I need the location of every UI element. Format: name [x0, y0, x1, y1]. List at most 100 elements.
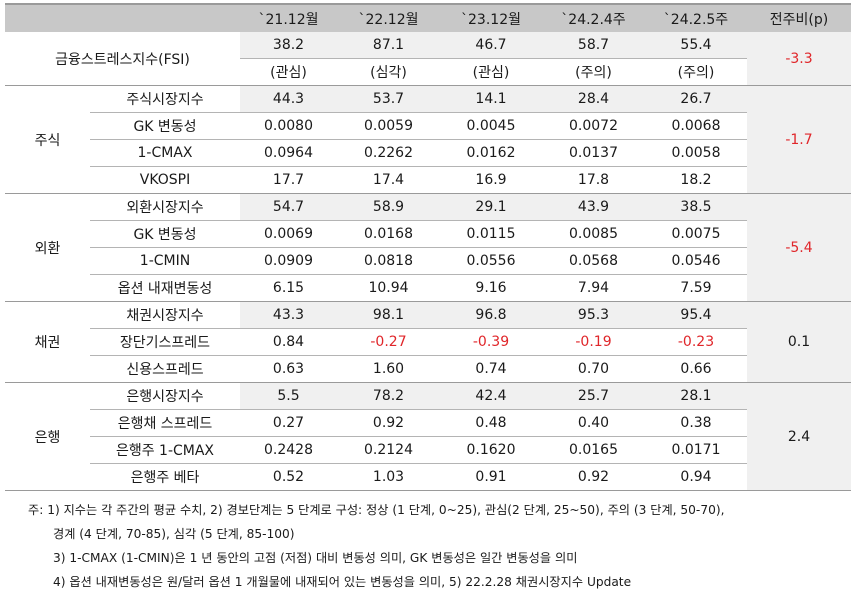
cell: 0.2124	[337, 436, 440, 464]
table-row: 1-CMIN 0.0909 0.0818 0.0556 0.0568 0.054…	[5, 247, 851, 275]
category-stock: 주식	[5, 85, 90, 194]
cell: 17.8	[542, 166, 645, 194]
cell: 0.0045	[440, 112, 542, 140]
cell: 42.4	[440, 382, 542, 410]
cell: 0.84	[240, 328, 337, 356]
row-label: GK 변동성	[90, 112, 240, 140]
cell: 0.0909	[240, 247, 337, 275]
cell: 43.9	[542, 193, 645, 221]
change-bank: 2.4	[747, 382, 851, 491]
cell: 0.0080	[240, 112, 337, 140]
cell: 0.0171	[645, 436, 747, 464]
table-row: 은행주 1-CMAX 0.2428 0.2124 0.1620 0.0165 0…	[5, 436, 851, 464]
col-header-change: 전주비(p)	[747, 3, 851, 32]
table-row: 장단기스프레드 0.84 -0.27 -0.39 -0.19 -0.23	[5, 328, 851, 356]
cell: 95.4	[645, 301, 747, 329]
row-label: 은행채 스프레드	[90, 409, 240, 437]
cell: 0.0068	[645, 112, 747, 140]
cell: 1.60	[337, 355, 440, 383]
table-row: GK 변동성 0.0080 0.0059 0.0045 0.0072 0.006…	[5, 112, 851, 140]
cell-negative: -0.23	[645, 328, 747, 356]
row-label: 주식시장지수	[126, 92, 204, 108]
change-bond: 0.1	[747, 301, 851, 383]
cell: 18.2	[645, 166, 747, 194]
row-label: 1-CMAX	[90, 139, 240, 167]
cell: 0.48	[440, 409, 542, 437]
cell: 0.92	[542, 463, 645, 491]
col-header: `21.12월	[240, 3, 337, 32]
row-label: 1-CMIN	[90, 247, 240, 275]
fsi-level: (주의)	[542, 58, 645, 86]
table-row: 채권 채권시장지수 43.3 98.1 96.8 95.3 95.4 0.1	[5, 301, 851, 383]
fsi-level: (관심)	[440, 58, 542, 86]
row-label: 외환시장지수	[126, 200, 204, 216]
fsi-value: 58.7	[542, 32, 645, 59]
cell: 0.0818	[337, 247, 440, 275]
footnote-line: 경계 (4 단계, 70-85), 심각 (5 단계, 85-100)	[53, 527, 295, 541]
change-fx: -5.4	[747, 193, 851, 302]
category-fx: 외환	[5, 193, 90, 302]
fsi-value: 55.4	[645, 32, 747, 59]
header-blank	[5, 3, 240, 32]
fsi-value: 38.2	[240, 32, 337, 59]
row-label: 은행주 베타	[90, 463, 240, 491]
cell: 0.0085	[542, 220, 645, 248]
cell: 98.1	[337, 301, 440, 329]
cell: 17.7	[240, 166, 337, 194]
row-label: 신용스프레드	[90, 355, 240, 383]
table-row: 1-CMAX 0.0964 0.2262 0.0162 0.0137 0.005…	[5, 139, 851, 167]
cell: 16.9	[440, 166, 542, 194]
cell: 14.1	[440, 85, 542, 113]
cell: 0.92	[337, 409, 440, 437]
cell: 0.66	[645, 355, 747, 383]
category-bank: 은행	[5, 382, 90, 491]
cell: 0.94	[645, 463, 747, 491]
cell: 0.63	[240, 355, 337, 383]
fsi-label: 금융스트레스지수(FSI)	[5, 32, 240, 86]
cell: 5.5	[240, 382, 337, 410]
cell: 6.15	[240, 274, 337, 302]
footnote-line: 주: 1) 지수는 각 주간의 평균 수치, 2) 경보단계는 5 단계로 구성…	[28, 503, 725, 517]
cell: 0.40	[542, 409, 645, 437]
table-row: 주식 주식시장지수 44.3 53.7 14.1 28.4 26.7 -1.7	[5, 85, 851, 194]
col-header: `22.12월	[337, 3, 440, 32]
fsi-value-row: 금융스트레스지수(FSI) 38.2 87.1 46.7 58.7 55.4 -…	[5, 32, 851, 86]
cell: 28.1	[645, 382, 747, 410]
row-label: 옵션 내재변동성	[90, 274, 240, 302]
fsi-level: (주의)	[645, 58, 747, 86]
footnote-line: 4) 옵션 내재변동성은 원/달러 옵션 1 개월물에 내재되어 있는 변동성을…	[53, 575, 632, 589]
fsi-value: 46.7	[440, 32, 542, 59]
row-label: 은행주 1-CMAX	[90, 436, 240, 464]
col-header: `24.2.4주	[542, 3, 645, 32]
row-label: 은행시장지수	[126, 389, 204, 405]
cell: 7.59	[645, 274, 747, 302]
cell: 0.0075	[645, 220, 747, 248]
fsi-change: -3.3	[747, 32, 851, 86]
cell: 78.2	[337, 382, 440, 410]
cell: 0.0165	[542, 436, 645, 464]
cell: 0.0556	[440, 247, 542, 275]
cell: 0.0168	[337, 220, 440, 248]
cell: 95.3	[542, 301, 645, 329]
table-row: 은행 은행시장지수 5.5 78.2 42.4 25.7 28.1 2.4	[5, 382, 851, 491]
cell: 53.7	[337, 85, 440, 113]
cell-negative: -0.27	[337, 328, 440, 356]
table-row: 외환 외환시장지수 54.7 58.9 29.1 43.9 38.5 -5.4	[5, 193, 851, 302]
cell: 0.0072	[542, 112, 645, 140]
cell: 0.2262	[337, 139, 440, 167]
cell: 0.74	[440, 355, 542, 383]
change-stock: -1.7	[747, 85, 851, 194]
cell: 0.0058	[645, 139, 747, 167]
cell: 0.0069	[240, 220, 337, 248]
cell: 1.03	[337, 463, 440, 491]
cell: 0.52	[240, 463, 337, 491]
cell: 10.94	[337, 274, 440, 302]
cell: 26.7	[645, 85, 747, 113]
cell: 0.0568	[542, 247, 645, 275]
cell: 0.0137	[542, 139, 645, 167]
cell: 0.38	[645, 409, 747, 437]
footnotes: 주: 1) 지수는 각 주간의 평균 수치, 2) 경보단계는 5 단계로 구성…	[28, 498, 724, 594]
cell: 0.2428	[240, 436, 337, 464]
table-row: VKOSPI 17.7 17.4 16.9 17.8 18.2	[5, 166, 851, 194]
cell: 44.3	[240, 85, 337, 113]
